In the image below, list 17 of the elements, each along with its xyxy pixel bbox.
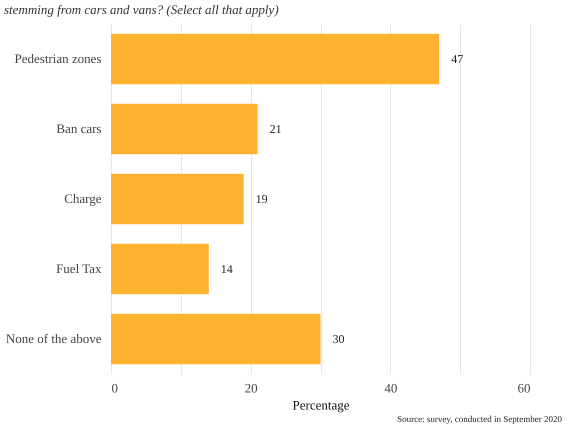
- data-label: 47: [451, 52, 464, 66]
- y-tick-label: None of the above: [6, 331, 102, 346]
- y-tick-label: Fuel Tax: [56, 261, 102, 276]
- data-label: 19: [256, 192, 268, 206]
- x-tick-label: 0: [112, 380, 118, 396]
- chart-subtitle: stemming from cars and vans? (Select all that apply): [3, 1, 280, 18]
- data-label: 21: [270, 122, 282, 136]
- y-tick-label: Charge: [64, 191, 102, 206]
- x-tick-label: 40: [384, 380, 398, 396]
- y-tick-label: Ban cars: [56, 121, 102, 136]
- x-axis-title: Percentage: [292, 398, 350, 412]
- y-tick-label: Pedestrian zones: [14, 51, 102, 66]
- source-note: Source: survey, conducted in September 2020: [396, 414, 562, 424]
- x-tick-label: 60: [518, 380, 530, 396]
- x-tick-label: 20: [244, 380, 258, 396]
- data-label: 30: [332, 332, 344, 346]
- data-label: 14: [220, 262, 233, 276]
